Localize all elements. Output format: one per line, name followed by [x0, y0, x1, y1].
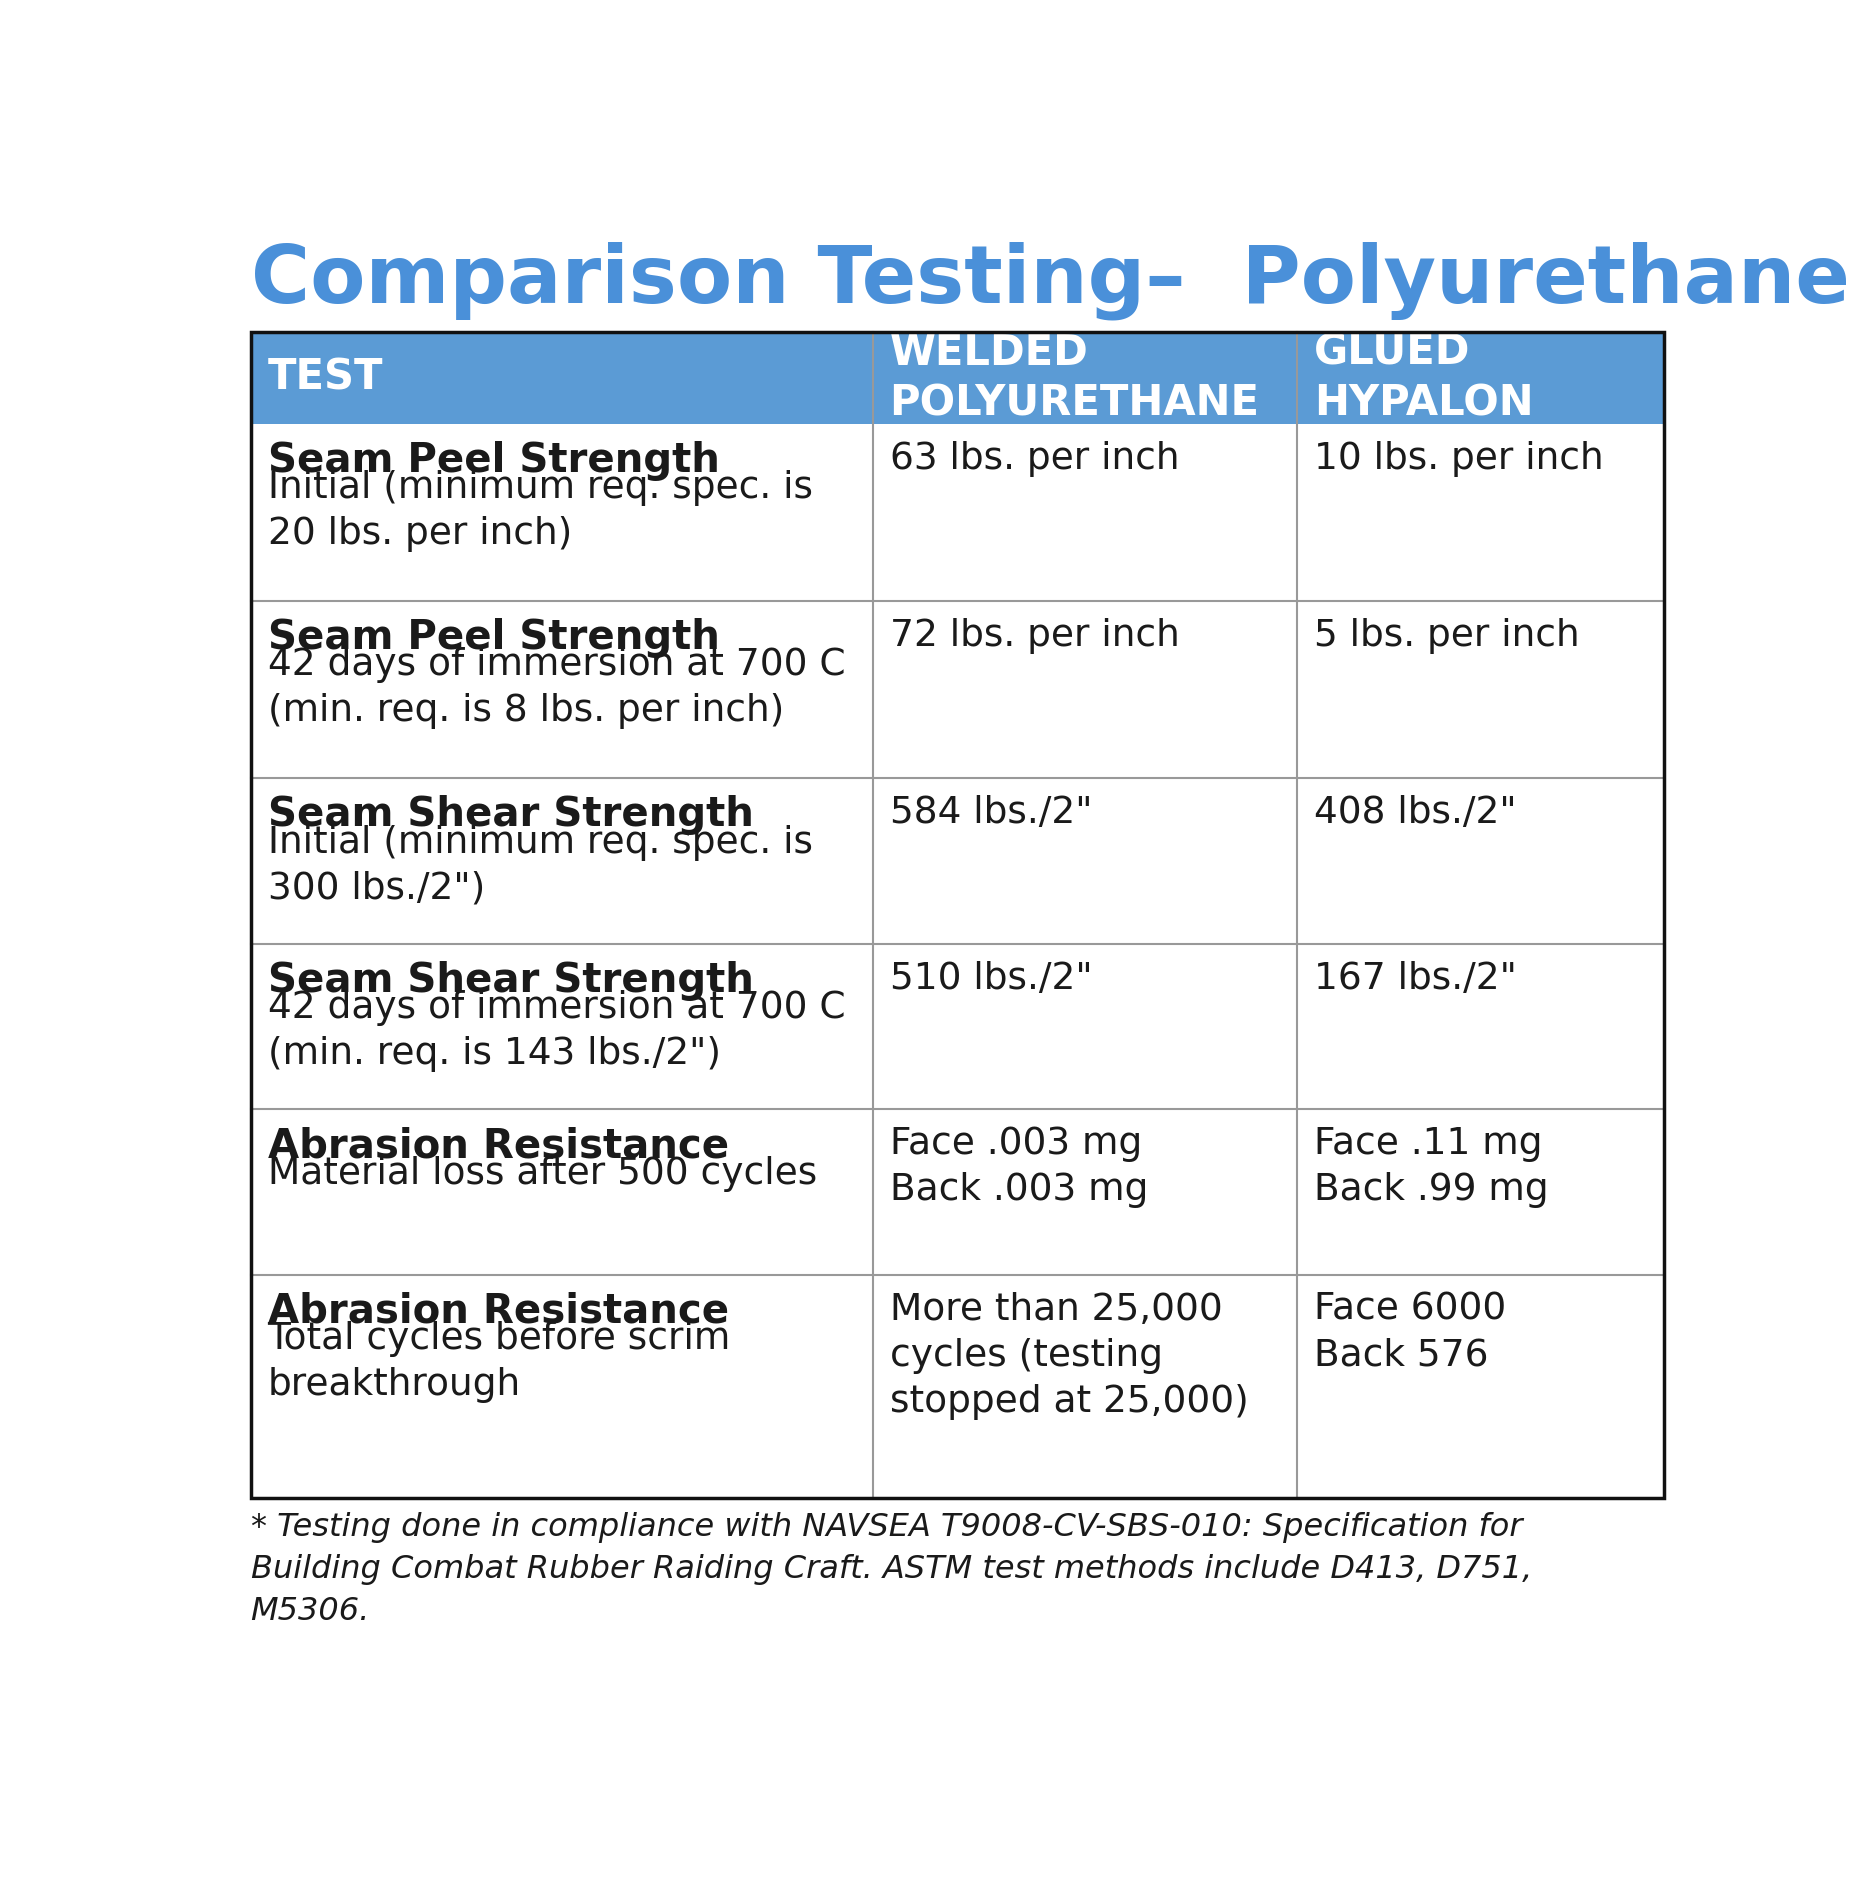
Text: 42 days of immersion at 700 C
(min. req. is 143 lbs./2"): 42 days of immersion at 700 C (min. req.… — [267, 991, 844, 1072]
Text: Initial (minimum req. spec. is
20 lbs. per inch): Initial (minimum req. spec. is 20 lbs. p… — [267, 471, 813, 552]
Text: Comparison Testing–  Polyurethane vs. Hypalon*: Comparison Testing– Polyurethane vs. Hyp… — [250, 241, 1868, 321]
Text: 408 lbs./2": 408 lbs./2" — [1313, 795, 1517, 831]
Text: Initial (minimum req. spec. is
300 lbs./2"): Initial (minimum req. spec. is 300 lbs./… — [267, 824, 813, 907]
Text: Seam Peel Strength: Seam Peel Strength — [267, 440, 719, 480]
Text: Abrasion Resistance: Abrasion Resistance — [267, 1126, 729, 1167]
Text: Abrasion Resistance: Abrasion Resistance — [267, 1293, 729, 1332]
Text: * Testing done in compliance with NAVSEA T9008-CV-SBS-010: Specification for
Bui: * Testing done in compliance with NAVSEA… — [250, 1513, 1532, 1627]
Bar — [250, 332, 1664, 1498]
Text: Seam Shear Strength: Seam Shear Strength — [267, 960, 753, 1000]
Text: Material loss after 500 cycles: Material loss after 500 cycles — [267, 1156, 816, 1192]
Text: GLUED
HYPALON: GLUED HYPALON — [1313, 332, 1534, 423]
Text: Seam Shear Strength: Seam Shear Strength — [267, 795, 753, 835]
Text: Total cycles before scrim
breakthrough: Total cycles before scrim breakthrough — [267, 1321, 730, 1403]
Text: 584 lbs./2": 584 lbs./2" — [889, 795, 1093, 831]
Text: Face .11 mg
Back .99 mg: Face .11 mg Back .99 mg — [1313, 1126, 1549, 1209]
Text: 42 days of immersion at 700 C
(min. req. is 8 lbs. per inch): 42 days of immersion at 700 C (min. req.… — [267, 647, 844, 729]
Text: Face .003 mg
Back .003 mg: Face .003 mg Back .003 mg — [889, 1126, 1149, 1209]
Text: 10 lbs. per inch: 10 lbs. per inch — [1313, 440, 1603, 476]
Text: More than 25,000
cycles (testing
stopped at 25,000): More than 25,000 cycles (testing stopped… — [889, 1293, 1248, 1420]
Text: 167 lbs./2": 167 lbs./2" — [1313, 960, 1517, 996]
Text: Seam Peel Strength: Seam Peel Strength — [267, 619, 719, 659]
Text: 5 lbs. per inch: 5 lbs. per inch — [1313, 619, 1578, 655]
Text: 63 lbs. per inch: 63 lbs. per inch — [889, 440, 1179, 476]
Text: 72 lbs. per inch: 72 lbs. per inch — [889, 619, 1179, 655]
Bar — [250, 332, 1664, 423]
Text: TEST: TEST — [267, 357, 383, 399]
Text: Face 6000
Back 576: Face 6000 Back 576 — [1313, 1293, 1506, 1374]
Text: WELDED
POLYURETHANE: WELDED POLYURETHANE — [889, 332, 1259, 423]
Text: 510 lbs./2": 510 lbs./2" — [889, 960, 1093, 996]
